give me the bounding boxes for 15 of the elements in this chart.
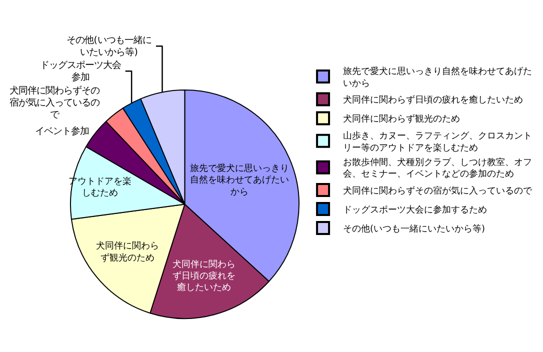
legend-label: その他(いつも一緒にいたいから等) — [343, 224, 486, 235]
legend-label: 犬同伴に関わらず観光のため — [343, 114, 460, 125]
legend-label: 犬同伴に関わらずその宿が気に入っているので — [343, 186, 534, 197]
legend-label: お散歩仲間、犬種別クラブ、しつけ教室、オフ会、セミナー、イベントなどの参加のため — [343, 156, 532, 180]
slice-label: 犬同伴に関わらず日頃の疲れを癒したいため — [172, 258, 236, 294]
slice-label: 犬同伴に関わらず観光のため — [96, 240, 160, 264]
legend-label: 山歩き、カヌー、ラフティング、クロスカントリー等のアウトドアを楽しむため — [343, 130, 532, 154]
text: 旅先で愛犬に思いっきり自然を味わせてあげたいから — [190, 163, 289, 198]
slice-label: 犬同伴に関わらずその宿が気に入っているので — [10, 85, 100, 121]
text: ドッグスポーツ大会参加 — [40, 60, 121, 84]
text: イベント参加 — [35, 126, 90, 137]
legend-label: 犬同伴に関わらず日頃の疲れを癒したいため — [343, 94, 524, 106]
slice-label: その他(いつも一緒にいたいから等) — [66, 34, 152, 58]
legend-label: ドッグスポーツ大会に参加するため — [343, 204, 488, 216]
legend-label: 旅先で愛犬に思いっきり自然を味わせてあげたいから — [343, 66, 532, 89]
